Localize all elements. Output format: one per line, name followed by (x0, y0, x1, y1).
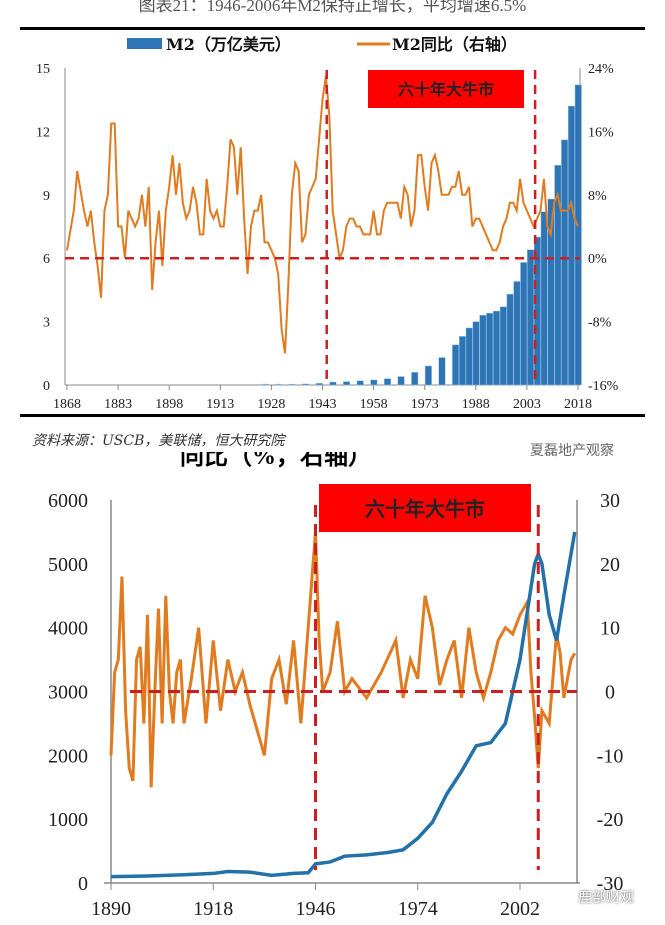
y-left-tick: 1000 (48, 809, 88, 831)
legend-bar-swatch (127, 38, 162, 49)
y-right-tick: 10 (600, 618, 620, 640)
x-tick-label: 1988 (462, 397, 490, 412)
x-tick-label: 1918 (193, 898, 233, 920)
m2-bar (411, 372, 419, 386)
m2-bar (356, 380, 364, 386)
m2-bar (397, 376, 405, 386)
annotation-banner (368, 70, 524, 108)
m2-bar (547, 198, 555, 386)
m2-bar (472, 321, 480, 386)
m2-bar (506, 293, 514, 386)
x-tick-label: 2002 (500, 898, 540, 920)
m2-bar (479, 315, 487, 386)
m2-bar (288, 383, 296, 386)
y-left-tick: 0 (78, 873, 88, 895)
y-right-tick: -8% (588, 316, 612, 331)
y-right-tick: 20 (600, 554, 620, 576)
y-left-tick: 6 (43, 252, 50, 267)
y-right-tick: 30 (600, 490, 620, 512)
top-title: 图表21：1946-2006年M2保持正增长，平均增速6.5% (138, 0, 527, 15)
y-right-tick: -30 (597, 873, 624, 895)
y-left-tick: 3 (43, 316, 50, 331)
x-tick-label: 1974 (398, 898, 438, 920)
legend-yoy: M2同比（右轴） (392, 35, 517, 54)
m2-bar (561, 139, 569, 386)
x-tick-label: 1928 (257, 397, 285, 412)
m2-bar (343, 381, 351, 386)
y-right-tick: 24% (588, 62, 614, 77)
m2-bar (554, 164, 562, 386)
m2-bar (540, 211, 548, 386)
x-tick-label: 1898 (155, 397, 183, 412)
y-left-tick: 4000 (48, 618, 88, 640)
annotation-text: 六十年大牛市 (398, 80, 494, 99)
m2-bar (574, 84, 582, 386)
m2-bar (567, 105, 575, 386)
m2-bar (274, 383, 282, 386)
y-left-tick: 0 (43, 379, 50, 394)
m2-bar (458, 336, 466, 386)
y-right-tick: 16% (588, 125, 614, 140)
m2-bar (424, 365, 432, 386)
x-tick-label: 1946 (296, 898, 336, 920)
watermark-top: 夏磊地产观察 (530, 443, 614, 459)
legend-m2: M2（万亿美元） (166, 35, 291, 54)
yoy-line (109, 531, 577, 788)
y-left-tick: 12 (36, 125, 50, 140)
x-tick-label: 1913 (206, 397, 234, 412)
m2-bar (492, 310, 500, 386)
y-left-tick: 9 (43, 189, 50, 204)
source-rule (20, 414, 645, 417)
x-tick-label: 1943 (309, 397, 337, 412)
m2-bar (520, 262, 528, 386)
m2-bar (438, 357, 446, 386)
y-right-tick: 0 (605, 682, 615, 704)
m2-bar (527, 249, 535, 386)
m2-bar (370, 379, 378, 386)
m2-bar (329, 381, 337, 386)
y-left-tick: 2000 (48, 745, 88, 767)
x-tick-label: 1973 (411, 397, 439, 412)
y-right-tick: -20 (597, 809, 624, 831)
bottom-title-fragment: 同比（%，右轴） (180, 452, 372, 470)
y-left-tick: 6000 (48, 490, 88, 512)
m2-bar (261, 383, 269, 386)
annotation-text: 六十年大牛市 (365, 497, 485, 521)
m2-bar (383, 378, 391, 386)
y-left-tick: 3000 (48, 682, 88, 704)
m2-bar (315, 383, 323, 386)
y-left-tick: 15 (36, 62, 50, 77)
y-right-tick: 0% (588, 252, 607, 267)
m2-bar (513, 281, 521, 386)
m2-bar (465, 327, 473, 386)
source-note: 资料来源：USCB，美联储，恒大研究院 (32, 433, 285, 449)
m2-bar (486, 312, 494, 386)
x-tick-label: 1958 (360, 397, 388, 412)
y-right-tick: -10 (597, 745, 624, 767)
x-tick-label: 2003 (513, 397, 541, 412)
m2-level-line (110, 531, 577, 879)
y-left-tick: 5000 (48, 554, 88, 576)
y-right-tick: 8% (588, 189, 607, 204)
x-tick-label: 2018 (564, 397, 592, 412)
m2-bar (452, 344, 460, 386)
watermark-bottom: 鹿部财观 (578, 890, 634, 906)
title-rule (20, 27, 645, 30)
x-tick-label: 1868 (53, 397, 81, 412)
x-tick-label: 1883 (104, 397, 132, 412)
m2-bar (499, 306, 507, 386)
m2-bar (302, 383, 310, 386)
y-right-tick: -16% (588, 379, 619, 394)
annotation-banner (319, 484, 531, 532)
x-tick-label: 1890 (91, 898, 131, 920)
